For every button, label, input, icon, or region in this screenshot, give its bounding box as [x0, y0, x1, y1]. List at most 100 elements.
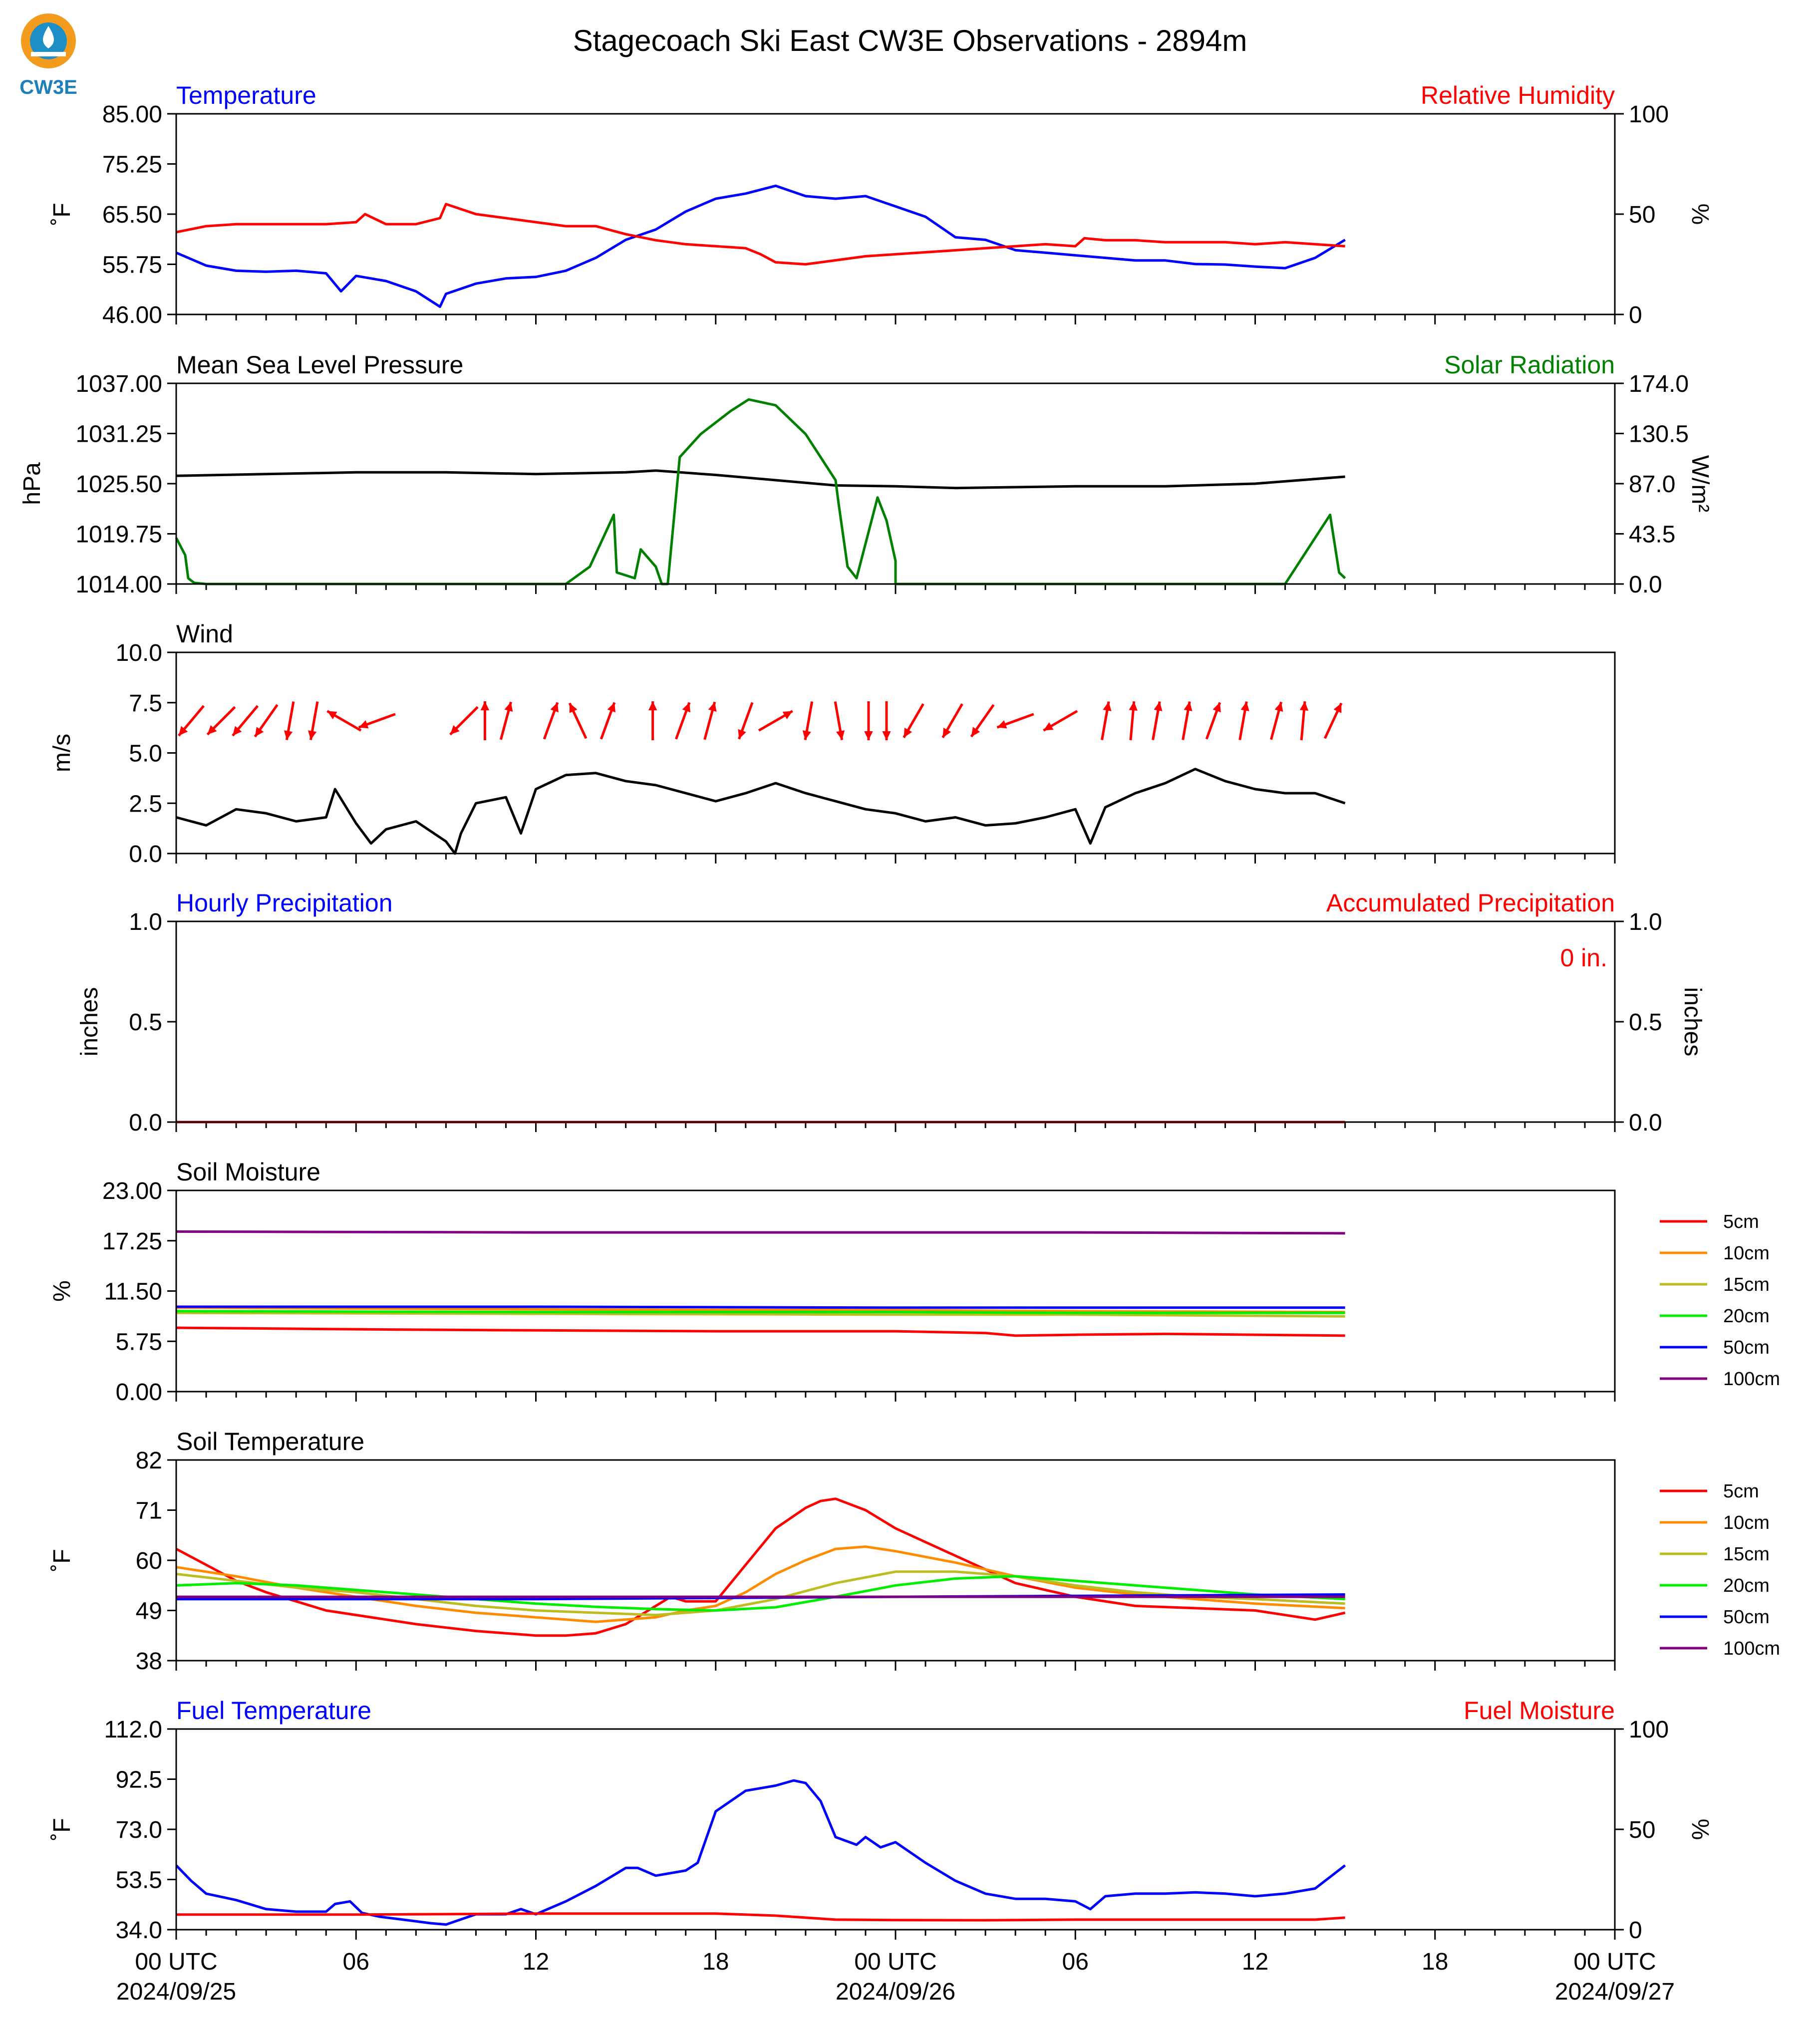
y2-tick-label: 50	[1629, 1817, 1655, 1843]
panel-frame	[175, 382, 1616, 585]
y-tick-label: 0.0	[129, 1110, 162, 1136]
y-tick-label: 85.00	[102, 101, 162, 128]
y-tick-label: 5.0	[129, 741, 162, 767]
y-tick-label: 71	[136, 1498, 162, 1524]
wind-arrow-head	[882, 731, 891, 741]
series-wind_speed	[176, 768, 1346, 855]
series-solar	[175, 398, 1346, 585]
wind-arrow-head	[782, 711, 793, 720]
logo-wave-icon	[31, 52, 66, 56]
wind-arrow-head	[904, 727, 912, 738]
wind-arrow-head	[971, 727, 980, 737]
date-label: 2024/09/26	[836, 1979, 955, 2005]
y-tick-label: 1014.00	[75, 572, 162, 598]
logo: CW3E	[19, 13, 77, 98]
time-label: 06	[343, 1949, 369, 1975]
y-tick-label: 1.0	[129, 909, 162, 935]
series-pressure	[176, 469, 1345, 490]
series-soil_15cm	[176, 1311, 1345, 1318]
wind-arrow-head	[1299, 701, 1309, 711]
y-tick-label: 92.5	[116, 1767, 162, 1793]
panel-title-right: Fuel Moisture	[1464, 1697, 1615, 1725]
y-tick-label: 53.5	[116, 1867, 162, 1894]
legend-label: 100cm	[1723, 1638, 1780, 1659]
panel-title-right: Relative Humidity	[1421, 81, 1615, 109]
panel-title-left: Mean Sea Level Pressure	[176, 351, 463, 379]
wind-arrow-head	[1043, 722, 1054, 731]
time-label: 18	[1422, 1949, 1448, 1975]
wind-arrow-head	[504, 702, 513, 712]
time-label: 00 UTC	[854, 1949, 936, 1975]
wind-arrow-head	[450, 725, 460, 735]
wind-arrow-head	[480, 701, 490, 711]
series-soil_15cm	[176, 1570, 1345, 1617]
y-tick-label: 75.25	[102, 152, 162, 178]
wind-arrow-head	[1184, 701, 1193, 711]
y-axis-label: ˚F	[49, 1818, 75, 1840]
y-tick-label: 55.75	[102, 252, 162, 279]
y-tick-label: 1031.25	[75, 421, 162, 448]
wind-arrow-head	[358, 720, 369, 729]
series-temperature	[176, 184, 1346, 308]
wind-arrow-head	[284, 730, 293, 740]
wind-arrow-head	[738, 729, 746, 739]
time-axis-labels: 00 UTC 2024/09/25 06 12 18 00 UTC 2024/09/26 06…	[116, 1949, 1675, 2005]
y2-tick-label: 0.0	[1629, 1110, 1662, 1136]
date-label: 2024/09/25	[116, 1979, 236, 2005]
time-label: 00 UTC	[135, 1949, 217, 1975]
panel-3: Hourly Precipitation Accumulated Precipit…	[76, 889, 1706, 1136]
wind-arrow-head	[997, 720, 1007, 729]
y-tick-label: 112.0	[104, 1717, 162, 1743]
y-tick-label: 1037.00	[75, 371, 162, 397]
y2-tick-label: 100	[1629, 101, 1669, 128]
y-tick-label: 73.0	[116, 1817, 162, 1843]
panel-6: Fuel Temperature Fuel Moisture 34.0 53.5 73.…	[49, 1697, 1713, 1944]
y-axis-label: ˚F	[49, 203, 75, 225]
y2-tick-label: 1.0	[1629, 909, 1662, 935]
y2-tick-label: 174.0	[1629, 371, 1689, 397]
time-label: 12	[1242, 1949, 1268, 1975]
y2-tick-label: 0	[1629, 302, 1642, 328]
panel-4: Soil Moisture 0.00 5.75 11.50 17.25 23.00% 5cm…	[49, 1158, 1780, 1406]
series-soil_100cm	[176, 1230, 1345, 1235]
panel-title-left: Fuel Temperature	[176, 1697, 371, 1725]
wind-arrow-head	[1103, 701, 1112, 711]
y2-axis-label: inches	[1679, 987, 1706, 1057]
y-tick-label: 23.00	[102, 1178, 162, 1204]
y-tick-label: 60	[136, 1548, 162, 1574]
y2-tick-label: 100	[1629, 1717, 1669, 1743]
y-tick-label: 7.5	[129, 690, 162, 717]
legend-label: 50cm	[1723, 1607, 1770, 1628]
wind-arrow-head	[550, 702, 559, 713]
y2-tick-label: 50	[1629, 202, 1655, 228]
panel-title-left: Soil Moisture	[176, 1158, 320, 1186]
wind-arrow-head	[648, 701, 657, 711]
legend-label: 100cm	[1723, 1369, 1780, 1390]
series-soil_20cm	[176, 1310, 1345, 1314]
series-soil_10cm	[176, 1306, 1345, 1314]
series-soil_10cm	[176, 1545, 1345, 1623]
legend-label: 5cm	[1723, 1481, 1759, 1502]
y-tick-label: 49	[136, 1598, 162, 1625]
series-humidity	[176, 203, 1345, 266]
wind-arrow-head	[1240, 701, 1249, 711]
panel-title-left: Temperature	[176, 81, 316, 109]
y2-axis-label: %	[1687, 204, 1713, 225]
y-axis-label: m/s	[49, 734, 75, 772]
legend-label: 5cm	[1723, 1211, 1759, 1232]
panel-2: Wind 0.0 2.5 5.0 7.5 10.0 m/s	[49, 620, 1616, 868]
series-humidity	[176, 1912, 1345, 1922]
wind-arrow-head	[1154, 701, 1163, 711]
panel-frame	[175, 1459, 1616, 1662]
panel-5: Soil Temperature 38 49 60 71 82 ˚F 5cm 10cm 15cm 2…	[49, 1428, 1780, 1675]
wind-arrow-head	[1333, 703, 1342, 713]
legend-label: 10cm	[1723, 1512, 1770, 1533]
logo-text: CW3E	[19, 76, 77, 98]
wind-arrow-head	[255, 727, 264, 737]
wind-arrow-head	[207, 725, 217, 735]
legend-label: 20cm	[1723, 1306, 1770, 1327]
chart-title: Stagecoach Ski East CW3E Observations - …	[573, 24, 1247, 57]
series-temperature	[175, 1779, 1346, 1926]
wind-arrow-head	[607, 702, 615, 713]
y2-axis-label: %	[1687, 1819, 1713, 1840]
